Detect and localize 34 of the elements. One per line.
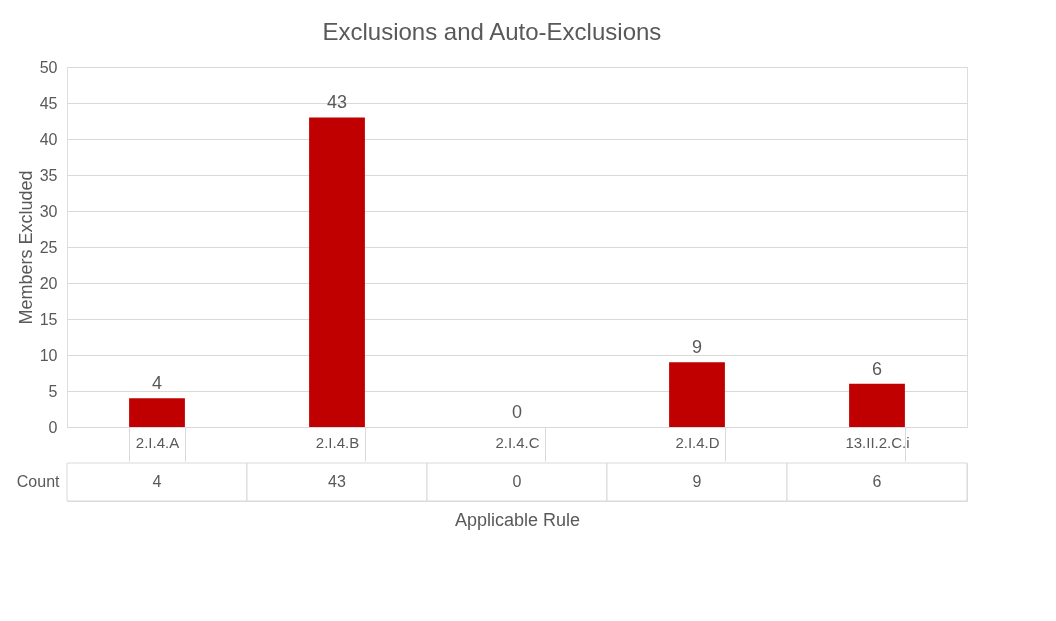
text: 6 xyxy=(871,358,883,379)
y-tick-label: 5 xyxy=(48,382,58,400)
x-axis-title: Applicable Rule xyxy=(454,509,581,530)
text: 0 xyxy=(511,402,523,422)
data-label: 4 xyxy=(152,473,162,490)
bar xyxy=(309,117,365,427)
data-label: 43 xyxy=(328,473,346,490)
x-tick-label: 2.I.4.D xyxy=(675,433,720,451)
x-tick-label: 2.I.4.B xyxy=(315,433,360,451)
y-tick-label: 40 xyxy=(39,130,58,148)
x-tick-label: 2.I.4.C xyxy=(495,433,540,451)
y-tick-label: 50 xyxy=(39,58,58,76)
text: 9 xyxy=(691,337,703,358)
data-label: 9 xyxy=(692,473,702,490)
y-tick-label: 35 xyxy=(39,166,58,184)
x-tick-label: 2.I.4.A xyxy=(135,433,180,451)
y-tick-label: 15 xyxy=(39,310,58,328)
data-label: 0 xyxy=(512,473,522,490)
y-tick-label: 45 xyxy=(39,94,58,112)
bar xyxy=(849,383,905,427)
chart-title: Exclusions and Auto-Exclusions xyxy=(322,17,662,45)
bar xyxy=(669,362,725,427)
text: 4 xyxy=(151,373,163,394)
text: 43 xyxy=(326,92,348,113)
y-tick-label: 10 xyxy=(39,346,58,364)
text: Count xyxy=(16,473,61,490)
y-tick-label: 0 xyxy=(48,418,58,436)
y-tick-label: 25 xyxy=(39,238,58,256)
y-tick-label: 30 xyxy=(39,202,58,220)
data-label: 6 xyxy=(872,473,882,490)
bar xyxy=(129,398,185,427)
y-tick-label: 20 xyxy=(39,274,58,292)
y-axis-title: Members Excluded xyxy=(15,170,36,325)
x-tick-label: 13.II.2.C.i xyxy=(845,433,910,451)
